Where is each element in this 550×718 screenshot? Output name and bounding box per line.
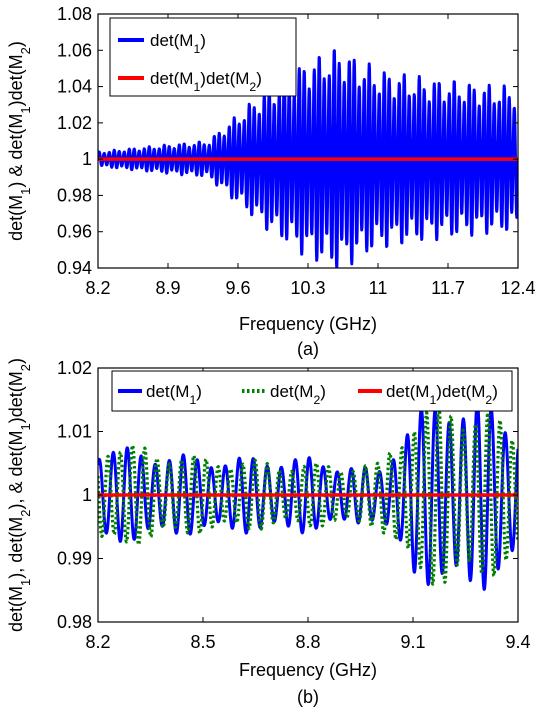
x-tick-label: 12.4 <box>500 278 535 298</box>
y-tick-label: 0.98 <box>57 185 92 205</box>
x-tick-label: 10.3 <box>290 278 325 298</box>
series-line-det-m2- <box>98 402 518 586</box>
y-axis-label: det(M1) & det(M1)det(M2) <box>6 41 33 241</box>
legend-label: det(M2) <box>270 382 326 407</box>
legend-label: det(M1) <box>146 382 202 407</box>
y-axis-label: det(M1), det(M2), & det(M1)det(M2) <box>6 358 33 632</box>
y-tick-label: 0.99 <box>57 549 92 569</box>
x-tick-label: 8.8 <box>295 632 320 652</box>
y-tick-label: 1.06 <box>57 40 92 60</box>
y-tick-label: 0.96 <box>57 222 92 242</box>
legend-label: det(M1)det(M2) <box>386 382 498 407</box>
y-tick-label: 1.04 <box>57 77 92 97</box>
x-tick-label: 11.7 <box>431 278 465 298</box>
plot-area <box>98 400 518 591</box>
y-tick-label: 0.94 <box>57 258 92 278</box>
x-tick-label: 8.5 <box>190 632 215 652</box>
legend-entry: det(M2) <box>242 382 326 407</box>
y-tick-label: 1.02 <box>57 358 92 378</box>
x-axis-label: Frequency (GHz) <box>239 660 377 680</box>
y-tick-label: 1 <box>82 485 92 505</box>
plot-area <box>98 49 518 268</box>
y-tick-label: 0.98 <box>57 612 92 632</box>
x-axis-label: Frequency (GHz) <box>239 314 377 334</box>
y-tick-label: 1.01 <box>57 422 92 442</box>
x-tick-label: 9.4 <box>505 632 530 652</box>
x-tick-label: 8.2 <box>85 278 110 298</box>
legend-entry: det(M1)det(M2) <box>118 69 262 94</box>
x-tick-label: 8.9 <box>155 278 180 298</box>
legend-entry: det(M1)det(M2) <box>358 382 498 407</box>
y-tick-label: 1 <box>82 149 92 169</box>
panel-a: 8.2 8.9 9.6 10.3 11 11.7 12.4 0.94 0.96 0.98 1 1.02… <box>6 4 536 359</box>
legend: det(M1) det(M2) det(M1)det(M2) <box>111 370 513 412</box>
x-tick-label: 11 <box>369 278 388 298</box>
legend-entry: det(M1) <box>118 31 206 56</box>
x-tick-label: 9.1 <box>400 632 425 652</box>
legend-entry: det(M1) <box>118 382 202 407</box>
legend: det(M1) det(M1)det(M2) <box>109 17 297 97</box>
panel-label: (b) <box>297 687 319 707</box>
legend-label: det(M1)det(M2) <box>150 69 262 94</box>
x-tick-label: 8.2 <box>85 632 110 652</box>
y-tick-label: 1.02 <box>57 113 92 133</box>
legend-label: det(M1) <box>150 31 206 56</box>
y-tick-label: 1.08 <box>57 4 92 24</box>
panel-b: 8.2 8.5 8.8 9.1 9.4 0.98 0.99 1 1.01 1.02 Frequenc… <box>6 358 531 707</box>
series-line-det-m1- <box>98 400 518 591</box>
x-tick-label: 9.6 <box>225 278 250 298</box>
panel-label: (a) <box>297 339 319 359</box>
